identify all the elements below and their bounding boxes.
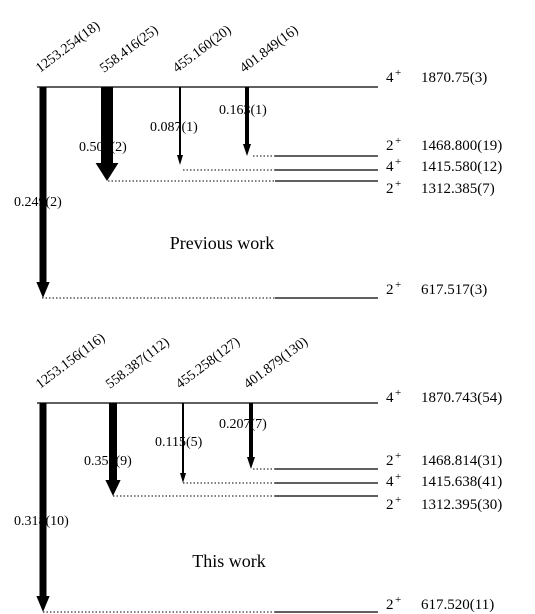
level-parity: +: [395, 279, 401, 291]
level-spin: 2: [386, 181, 394, 197]
transition-arrow-head: [180, 473, 186, 483]
transition-arrow-shaft: [39, 403, 47, 596]
transition-energy: 455.160(20): [170, 23, 234, 77]
level-energy: 1312.385(7): [421, 181, 495, 197]
level-parity: +: [395, 67, 401, 79]
level-spin: 4: [386, 474, 394, 490]
transition-arrow-head: [36, 596, 50, 612]
transition-energy: 401.879(130): [241, 334, 311, 392]
transition-arrow-head: [243, 144, 251, 156]
transition-arrow-head: [177, 155, 183, 165]
transition-arrow-head: [95, 163, 119, 181]
transition-arrow-head: [247, 457, 255, 469]
level-parity: +: [395, 135, 401, 147]
level-spin: 4: [386, 159, 394, 175]
level-energy: 617.517(3): [421, 282, 487, 298]
panel-this-work: 4 +1870.743(54)2 +1468.814(31)4 +1415.638(4…: [14, 330, 502, 613]
transition-arrow-shaft: [182, 403, 184, 473]
transition-energy: 1253.156(116): [33, 330, 108, 392]
transition-intensity: 0.087(1): [150, 120, 198, 135]
level-energy: 1468.800(19): [421, 138, 502, 154]
transition-intensity: 0.502(2): [79, 140, 127, 155]
level-spin: 2: [386, 453, 394, 469]
transition-intensity: 0.115(5): [155, 435, 203, 450]
panel-previous-work: 4 +1870.75(3)2 +1468.800(19)4 +1415.580(12)…: [14, 18, 502, 299]
level-spin: 4: [386, 390, 394, 406]
transition-intensity: 0.318(10): [14, 514, 69, 529]
level-energy: 1870.743(54): [421, 390, 502, 406]
panel-caption: Previous work: [170, 233, 275, 253]
transition-arrow-shaft: [109, 403, 117, 480]
transition-arrow-shaft: [39, 87, 47, 282]
level-parity: +: [395, 471, 401, 483]
transition-arrow-head: [36, 282, 50, 298]
level-parity: +: [395, 594, 401, 606]
transition-arrow-shaft: [101, 87, 113, 163]
transition-energy: 401.849(16): [237, 23, 301, 77]
level-spin: 4: [386, 70, 394, 86]
level-energy: 1870.75(3): [421, 70, 487, 86]
transition-arrow-shaft: [245, 87, 249, 144]
level-energy: 617.520(11): [421, 597, 494, 613]
level-spin: 2: [386, 282, 394, 298]
level-parity: +: [395, 494, 401, 506]
transition-arrow-shaft: [249, 403, 253, 457]
level-spin: 2: [386, 597, 394, 613]
level-parity: +: [395, 387, 401, 399]
transition-energy: 1253.254(18): [33, 18, 103, 76]
transition-arrow-head: [105, 480, 121, 496]
level-parity: +: [395, 178, 401, 190]
transition-energy: 455.258(127): [173, 334, 243, 392]
transition-intensity: 0.163(1): [219, 103, 267, 118]
transition-intensity: 0.207(7): [219, 417, 267, 432]
level-spin: 2: [386, 497, 394, 513]
level-spin: 2: [386, 138, 394, 154]
transition-energy: 558.416(25): [97, 23, 161, 77]
transition-intensity: 0.249(2): [14, 195, 62, 210]
level-parity: +: [395, 450, 401, 462]
level-energy: 1415.580(12): [421, 159, 502, 175]
level-energy: 1415.638(41): [421, 474, 502, 490]
transition-intensity: 0.359(9): [84, 454, 132, 469]
level-energy: 1312.395(30): [421, 497, 502, 513]
panel-caption: This work: [192, 551, 266, 571]
transition-arrow-shaft: [179, 87, 181, 155]
level-energy: 1468.814(31): [421, 453, 502, 469]
transition-energy: 558.387(112): [103, 335, 172, 393]
level-parity: +: [395, 156, 401, 168]
